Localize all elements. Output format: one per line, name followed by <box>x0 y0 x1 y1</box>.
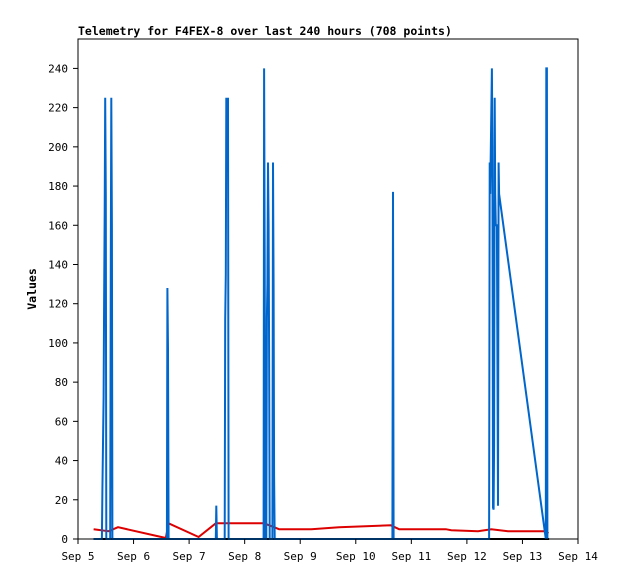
y-tick-label: 40 <box>55 455 68 468</box>
series-line-3 <box>93 67 549 540</box>
y-tick-label: 20 <box>55 494 68 507</box>
x-tick-label: Sep 13 <box>503 550 543 563</box>
y-tick-label: 80 <box>55 376 68 389</box>
x-tick-label: Sep 7 <box>173 550 206 563</box>
x-tick-label: Sep 10 <box>336 550 376 563</box>
y-tick-label: 0 <box>61 533 68 546</box>
y-axis-label: Values <box>25 268 39 310</box>
x-tick-label: Sep 9 <box>284 550 317 563</box>
y-tick-label: 160 <box>48 219 68 232</box>
x-tick-label: Sep 11 <box>391 550 431 563</box>
y-axis: 0 20 40 60 80 100 120 140 160 180 200 220 240 <box>48 62 78 546</box>
x-tick-label: Sep 14 <box>558 550 598 563</box>
y-tick-label: 200 <box>48 141 68 154</box>
y-tick-label: 120 <box>48 298 68 311</box>
x-tick-label: Sep 12 <box>447 550 487 563</box>
x-tick-label: Sep 5 <box>61 550 94 563</box>
x-tick-label: Sep 8 <box>228 550 261 563</box>
y-tick-label: 220 <box>48 102 68 115</box>
x-tick-label: Sep 6 <box>117 550 150 563</box>
chart-title: Telemetry for F4FEX-8 over last 240 hour… <box>78 24 452 38</box>
x-axis: Sep 5 Sep 6 Sep 7 Sep 8 Sep 9 Sep 10 Sep 11 Sep… <box>61 539 598 563</box>
y-tick-label: 180 <box>48 180 68 193</box>
y-tick-label: 240 <box>48 62 68 75</box>
y-tick-label: 100 <box>48 337 68 350</box>
y-tick-label: 60 <box>55 415 68 428</box>
plot-frame <box>77 38 579 540</box>
y-tick-label: 140 <box>48 258 68 271</box>
